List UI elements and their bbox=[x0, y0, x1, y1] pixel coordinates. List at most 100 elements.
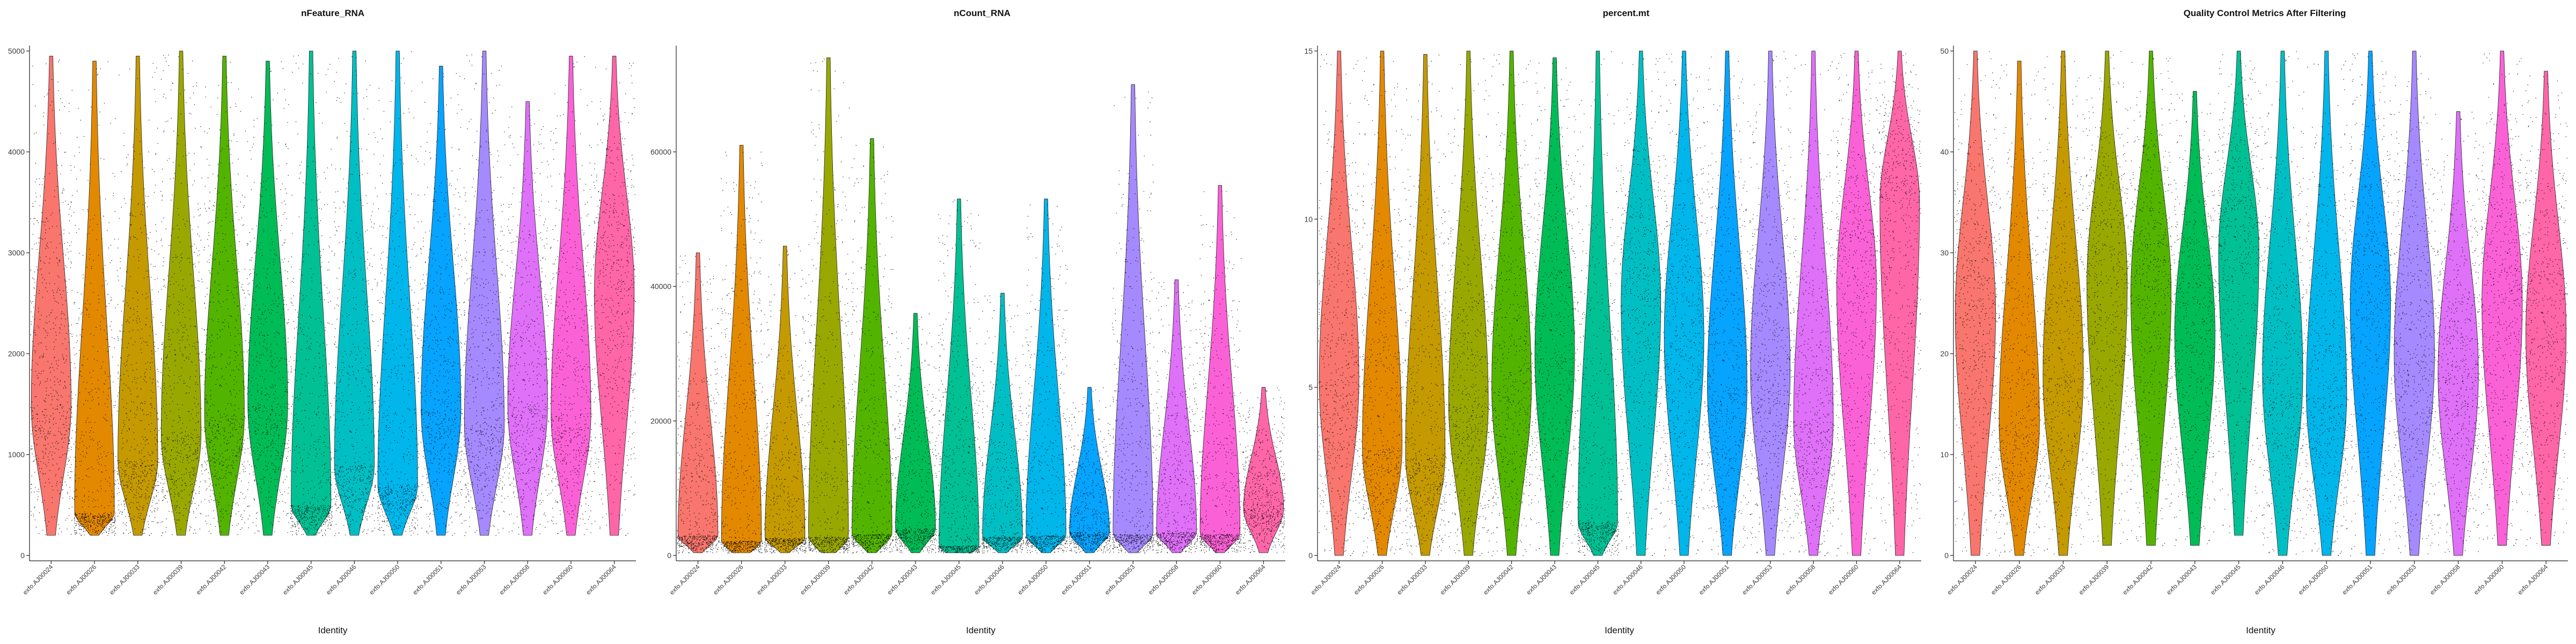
violin-body bbox=[2306, 50, 2347, 556]
x-axis-title: Identity bbox=[318, 625, 348, 635]
violin-body bbox=[1621, 50, 1662, 556]
panel-title: Quality Control Metrics After Filtering bbox=[2184, 8, 2346, 18]
violin-body bbox=[1243, 387, 1284, 553]
violin-panel-1: nFeature_RNA 0 1000 2000 3000 4000 5000 exfo.AJ… bbox=[8, 8, 636, 635]
x-tick-label: exfo.AJ00039 bbox=[2077, 563, 2111, 596]
x-tick-label: exfo.AJ00058 bbox=[1783, 563, 1817, 596]
violin-body bbox=[118, 56, 158, 536]
y-tick-label: 3000 bbox=[8, 248, 25, 257]
violin-exfo.AJ00053: exfo.AJ00053 bbox=[2384, 50, 2436, 596]
violin-body bbox=[2350, 50, 2391, 556]
x-tick-label: exfo.AJ00064 bbox=[1870, 563, 1903, 596]
violin-body bbox=[334, 50, 375, 536]
x-tick-label: exfo.AJ00043 bbox=[238, 563, 271, 596]
x-tick-label: exfo.AJ00043 bbox=[2165, 563, 2198, 596]
violin-body bbox=[721, 145, 762, 553]
x-tick-label: exfo.AJ00060 bbox=[1190, 563, 1224, 596]
x-tick-label: exfo.AJ00024 bbox=[21, 563, 55, 596]
violin-body bbox=[1664, 50, 1704, 556]
y-tick-label: 40 bbox=[1940, 148, 1949, 156]
x-tick-label: exfo.AJ00050 bbox=[1654, 563, 1687, 596]
violin-body bbox=[31, 56, 71, 536]
violin-panel-3: percent.mt 0 5 10 15 exfo.AJ00024 exfo.AJ00026… bbox=[1304, 8, 1921, 635]
x-tick-label: exfo.AJ00039 bbox=[1439, 563, 1472, 596]
x-tick-label: exfo.AJ00043 bbox=[885, 563, 919, 596]
violin-exfo.AJ00064: exfo.AJ00064 bbox=[584, 56, 636, 596]
x-tick-label: exfo.AJ00033 bbox=[755, 563, 788, 596]
x-tick-label: exfo.AJ00039 bbox=[151, 563, 185, 596]
y-tick-label: 0 bbox=[20, 551, 25, 560]
violin-body bbox=[2087, 50, 2128, 546]
jitter-points bbox=[2349, 53, 2392, 557]
violin-body bbox=[1750, 50, 1791, 556]
violin-exfo.AJ00042: exfo.AJ00042 bbox=[195, 56, 246, 596]
violin-body bbox=[160, 50, 202, 536]
panel-title: nCount_RNA bbox=[954, 8, 1011, 18]
x-tick-label: exfo.AJ00058 bbox=[2428, 563, 2462, 596]
x-tick-label: exfo.AJ00042 bbox=[2121, 563, 2154, 596]
x-tick-label: exfo.AJ00042 bbox=[842, 563, 875, 596]
violin-panel-2: nCount_RNA 0 20000 40000 60000 exfo.AJ00024 ex… bbox=[650, 8, 1285, 635]
violin-body bbox=[2043, 50, 2084, 556]
violin-exfo.AJ00026: exfo.AJ00026 bbox=[64, 61, 116, 596]
violin-body bbox=[2262, 50, 2303, 556]
violin-exfo.AJ00043: exfo.AJ00043 bbox=[2165, 91, 2217, 596]
x-tick-label: exfo.AJ00053 bbox=[1103, 563, 1137, 596]
x-tick-label: exfo.AJ00033 bbox=[1395, 563, 1429, 596]
violin-exfo.AJ00050: exfo.AJ00050 bbox=[368, 50, 420, 596]
x-axis-title: Identity bbox=[2246, 625, 2275, 635]
y-tick-label: 4000 bbox=[8, 148, 25, 156]
violin-exfo.AJ00058: exfo.AJ00058 bbox=[498, 101, 550, 596]
violin-exfo.AJ00051: exfo.AJ00051 bbox=[1697, 50, 1749, 596]
x-tick-label: exfo.AJ00050 bbox=[2297, 563, 2330, 596]
violin-exfo.AJ00024: exfo.AJ00024 bbox=[1309, 50, 1360, 596]
violin-exfo.AJ00050: exfo.AJ00050 bbox=[2297, 50, 2348, 596]
jitter-points bbox=[1749, 51, 1792, 555]
jitter-points bbox=[1706, 56, 1749, 555]
violin-body bbox=[74, 61, 115, 536]
x-tick-label: exfo.AJ00024 bbox=[668, 563, 701, 596]
violin-exfo.AJ00043: exfo.AJ00043 bbox=[885, 313, 938, 596]
x-tick-label: exfo.AJ00051 bbox=[2340, 563, 2374, 596]
violin-exfo.AJ00046: exfo.AJ00046 bbox=[1611, 50, 1663, 596]
x-tick-label: exfo.AJ00064 bbox=[584, 563, 618, 596]
x-tick-label: exfo.AJ00051 bbox=[411, 563, 444, 596]
violin-body bbox=[2438, 111, 2479, 556]
x-tick-label: exfo.AJ00042 bbox=[195, 563, 228, 596]
violin-body bbox=[677, 252, 719, 553]
violin-exfo.AJ00058: exfo.AJ00058 bbox=[1147, 279, 1198, 596]
violin-body bbox=[464, 50, 504, 536]
violin-exfo.AJ00058: exfo.AJ00058 bbox=[2428, 111, 2480, 596]
violin-body bbox=[421, 65, 462, 536]
violin-exfo.AJ00053: exfo.AJ00053 bbox=[455, 50, 506, 596]
x-tick-label: exfo.AJ00046 bbox=[1611, 563, 1644, 596]
violin-exfo.AJ00060: exfo.AJ00060 bbox=[1827, 50, 1878, 596]
x-tick-label: exfo.AJ00046 bbox=[2253, 563, 2286, 596]
violin-exfo.AJ00043: exfo.AJ00043 bbox=[1525, 57, 1576, 596]
y-tick-label: 0 bbox=[1308, 551, 1313, 560]
violin-exfo.AJ00045: exfo.AJ00045 bbox=[1568, 50, 1620, 596]
violin-exfo.AJ00042: exfo.AJ00042 bbox=[1482, 50, 1533, 596]
violin-body bbox=[2394, 50, 2435, 556]
y-tick-label: 5000 bbox=[8, 47, 25, 55]
violin-exfo.AJ00039: exfo.AJ00039 bbox=[799, 57, 851, 596]
x-tick-label: exfo.AJ00060 bbox=[2472, 563, 2506, 596]
violin-body bbox=[1405, 54, 1446, 556]
violin-body bbox=[2526, 71, 2567, 546]
jitter-points bbox=[1998, 64, 2041, 557]
violin-body bbox=[551, 56, 591, 536]
violin-exfo.AJ00045: exfo.AJ00045 bbox=[929, 199, 981, 596]
violin-body bbox=[594, 56, 635, 536]
x-tick-label: exfo.AJ00033 bbox=[108, 563, 141, 596]
panel-title: nFeature_RNA bbox=[301, 8, 364, 18]
jitter-points bbox=[333, 56, 376, 536]
violin-exfo.AJ00042: exfo.AJ00042 bbox=[2121, 50, 2173, 596]
y-tick-label: 60000 bbox=[650, 148, 671, 156]
violin-exfo.AJ00051: exfo.AJ00051 bbox=[2340, 50, 2392, 596]
violin-exfo.AJ00050: exfo.AJ00050 bbox=[1016, 199, 1068, 596]
violin-exfo.AJ00060: exfo.AJ00060 bbox=[1190, 185, 1242, 596]
x-tick-label: exfo.AJ00064 bbox=[1234, 563, 1267, 596]
violin-exfo.AJ00045: exfo.AJ00045 bbox=[2209, 50, 2261, 596]
violin-exfo.AJ00064: exfo.AJ00064 bbox=[1234, 387, 1285, 596]
